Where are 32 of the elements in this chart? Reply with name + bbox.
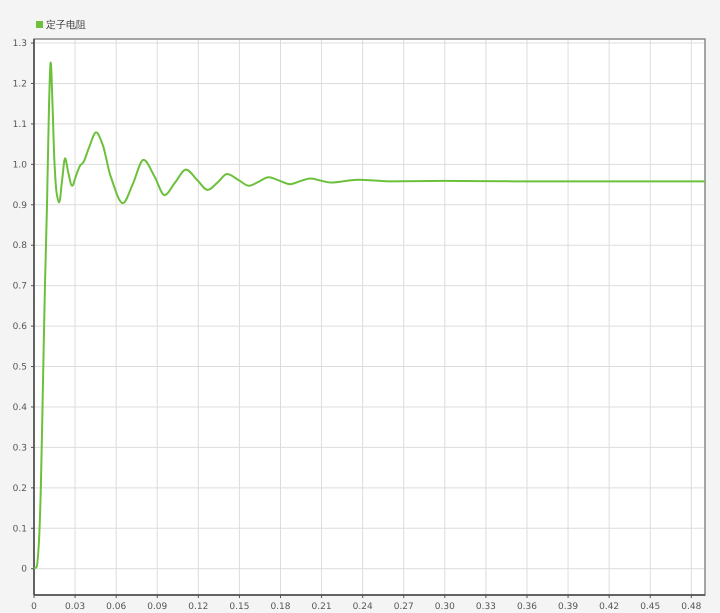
x-tick-label: 0.30 [434,602,456,612]
y-tick-label: 0 [21,564,28,575]
x-tick-label: 0.15 [229,602,250,612]
y-tick-label: 0.9 [12,200,28,211]
x-tick-label: 0.06 [106,602,126,612]
y-tick-label: 0.3 [12,443,27,454]
y-tick-label: 0.6 [12,322,28,332]
y-tick-label: 0.1 [12,524,27,534]
x-tick-label: 0.39 [558,602,578,612]
y-tick-label: 1.2 [12,79,27,90]
x-tick-label: 0.36 [516,602,538,612]
x-tick-label: 0.42 [599,602,620,612]
x-tick-label: 0 [31,602,38,612]
x-tick-label: 0.27 [394,602,414,612]
y-tick-label: 1.3 [12,39,27,50]
x-tick-label: 0.03 [65,602,86,612]
y-tick-label: 0.2 [12,484,27,494]
y-tick-label: 0.5 [12,362,27,373]
x-tick-label: 0.21 [312,602,332,612]
x-tick-label: 0.09 [147,602,168,612]
x-tick-label: 0.12 [188,602,208,612]
y-tick-label: 0.8 [12,241,28,252]
y-tick-label: 1.1 [12,120,27,130]
legend-label: 定子电阻 [46,19,86,31]
x-tick-label: 0.45 [640,602,660,612]
y-tick-label: 0.4 [12,402,28,413]
x-tick-label: 0.24 [352,602,373,612]
x-tick-label: 0.48 [681,602,702,612]
x-tick-label: 0.33 [476,602,496,612]
x-tick-label: 0.18 [270,602,291,612]
y-tick-label: 1.0 [12,160,28,170]
y-tick-label: 0.7 [12,282,27,292]
